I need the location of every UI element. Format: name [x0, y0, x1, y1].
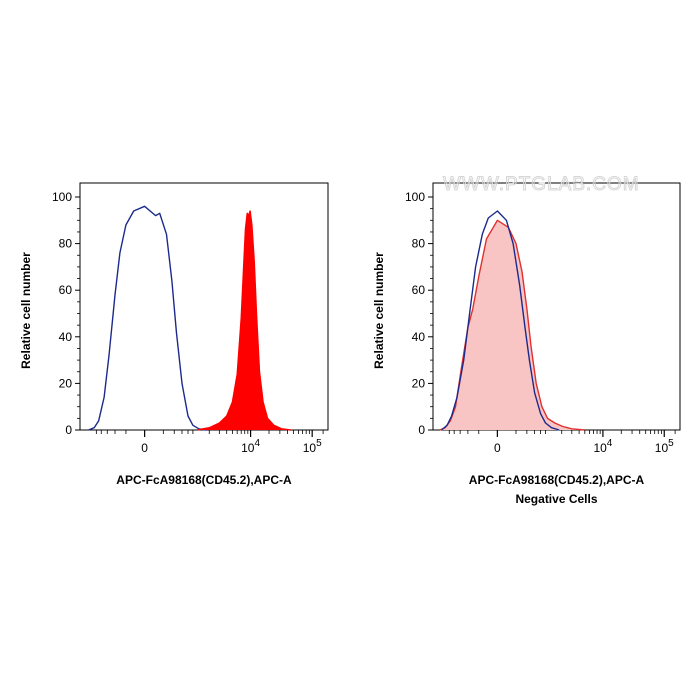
histogram-line-0	[88, 205, 207, 431]
x-tick-label: 105	[303, 438, 322, 455]
x-tick-label: 104	[593, 438, 612, 455]
x-tick-exp: 5	[316, 438, 322, 449]
plot-frame	[79, 182, 329, 431]
y-tick-label: 100	[52, 190, 72, 204]
y-tick-label: 20	[412, 376, 426, 390]
x-tick-label: 0	[141, 441, 148, 455]
histogram-fill-0	[439, 220, 585, 430]
y-tick-label: 20	[59, 376, 73, 390]
y-tick-label: 80	[59, 237, 73, 251]
watermark: WWW.PTGLAB.COM	[443, 174, 640, 195]
y-axis-label: Relative cell number	[19, 252, 33, 369]
x-tick-exp: 5	[668, 438, 674, 449]
y-tick-label: 40	[59, 330, 73, 344]
y-axis-label: Relative cell number	[372, 252, 386, 369]
x-tick-base: 0	[494, 441, 501, 455]
histogram-fill-1	[197, 211, 291, 430]
x-tick-base: 10	[303, 441, 317, 455]
x-tick-base: 10	[593, 441, 607, 455]
x-tick-base: 0	[141, 441, 148, 455]
y-tick-label: 0	[418, 423, 425, 437]
x-tick-label: 104	[241, 438, 260, 455]
x-tick-label: 105	[655, 438, 674, 455]
x-tick-label: 0	[494, 441, 501, 455]
x-axis-label: APC-FcA98168(CD45.2),APC-A	[469, 473, 645, 487]
chart-subtitle: Negative Cells	[515, 492, 597, 506]
histogram-line-1	[441, 210, 560, 431]
y-tick-label: 0	[65, 423, 72, 437]
y-tick-label: 100	[405, 190, 425, 204]
y-tick-label: 80	[412, 237, 426, 251]
y-tick-label: 60	[59, 283, 73, 297]
x-tick-base: 10	[655, 441, 669, 455]
y-tick-label: 60	[412, 283, 426, 297]
x-tick-exp: 4	[607, 438, 613, 449]
x-tick-base: 10	[241, 441, 255, 455]
x-axis-label: APC-FcA98168(CD45.2),APC-A	[116, 473, 292, 487]
histogram-line-1	[196, 210, 291, 431]
y-tick-label: 40	[412, 330, 426, 344]
x-tick-exp: 4	[254, 438, 260, 449]
